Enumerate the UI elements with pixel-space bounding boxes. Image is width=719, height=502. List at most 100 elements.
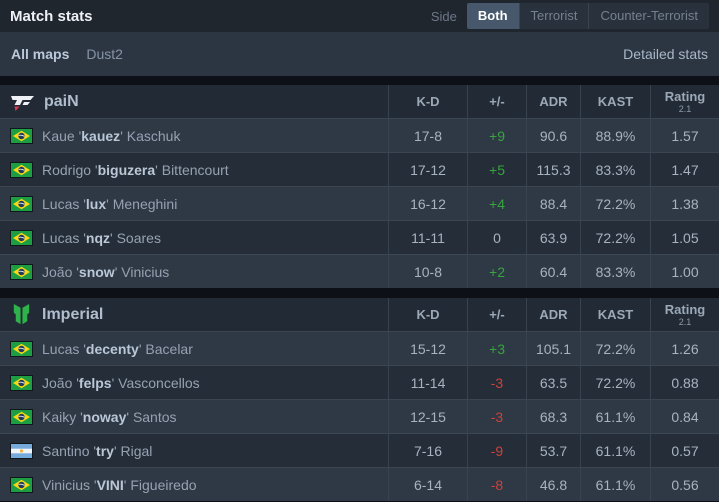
player-nickname: try — [96, 442, 114, 459]
stat-kd: 11-14 — [388, 366, 467, 399]
topbar: Match stats Side Both Terrorist Counter-Te… — [0, 0, 719, 32]
team-name[interactable]: paiN — [44, 92, 79, 110]
stat-plus_minus: +5 — [467, 153, 526, 186]
stat-plus_minus: +3 — [467, 332, 526, 365]
player-row: Kaiky 'noway' Santos 12-15 -3 68.3 61.1% 0.84 — [0, 399, 719, 433]
column-header-rating: Rating 2.1 — [650, 298, 719, 331]
stat-rating: 0.56 — [650, 468, 719, 501]
side-option-counter-terrorist[interactable]: Counter-Terrorist — [588, 3, 709, 29]
player-row: Vinicius 'VINI' Figueiredo 6-14 -8 46.8 61.1… — [0, 467, 719, 501]
flag-brazil-icon — [10, 127, 33, 144]
player-row: Lucas 'nqz' Soares 11-11 0 63.9 72.2% 1.05 — [0, 220, 719, 254]
player-nickname: noway — [82, 408, 127, 425]
player-name[interactable]: Vinicius 'VINI' Figueiredo — [42, 476, 197, 493]
player-name-cell[interactable]: Vinicius 'VINI' Figueiredo — [0, 468, 388, 501]
player-name[interactable]: Lucas 'decenty' Bacelar — [42, 340, 193, 357]
stat-rating: 0.57 — [650, 434, 719, 467]
stat-kast: 88.9% — [580, 119, 650, 152]
stat-rating: 1.38 — [650, 187, 719, 220]
player-name[interactable]: João 'felps' Vasconcellos — [42, 374, 200, 391]
column-header-rating-label: Rating 2.1 — [665, 303, 705, 327]
flag-brazil-icon — [10, 408, 33, 425]
stat-kast: 61.1% — [580, 400, 650, 433]
flag-brazil-icon — [10, 161, 33, 178]
player-name[interactable]: Kaue 'kauez' Kaschuk — [42, 127, 181, 144]
flag-brazil-icon — [10, 195, 33, 212]
stat-adr: 88.4 — [526, 187, 580, 220]
stat-kast: 72.2% — [580, 332, 650, 365]
pain-logo-icon — [10, 90, 35, 114]
stat-kd: 11-11 — [388, 221, 467, 254]
stat-adr: 105.1 — [526, 332, 580, 365]
player-nickname: decenty — [85, 340, 139, 357]
side-option-both[interactable]: Both — [466, 3, 519, 29]
stat-kast: 72.2% — [580, 366, 650, 399]
stat-adr: 63.5 — [526, 366, 580, 399]
player-name-cell[interactable]: Rodrigo 'biguzera' Bittencourt — [0, 153, 388, 186]
stat-plus_minus: -9 — [467, 434, 526, 467]
player-row: João 'snow' Vinicius 10-8 +2 60.4 83.3% 1.00 — [0, 254, 719, 288]
stat-plus_minus: +2 — [467, 255, 526, 288]
column-header-rating-label: Rating 2.1 — [665, 90, 705, 114]
player-name[interactable]: Santino 'try' Rigal — [42, 442, 153, 459]
flag-brazil-icon — [10, 340, 33, 357]
column-header-kd: K-D — [388, 298, 467, 331]
stat-rating: 1.05 — [650, 221, 719, 254]
player-name[interactable]: Lucas 'lux' Meneghini — [42, 195, 178, 212]
stat-rating: 0.84 — [650, 400, 719, 433]
stat-kast: 61.1% — [580, 468, 650, 501]
rating-version-label: 2.1 — [678, 103, 692, 114]
player-row: João 'felps' Vasconcellos 11-14 -3 63.5 72.2… — [0, 365, 719, 399]
player-name-cell[interactable]: João 'felps' Vasconcellos — [0, 366, 388, 399]
stat-rating: 1.00 — [650, 255, 719, 288]
player-name-cell[interactable]: Kaue 'kauez' Kaschuk — [0, 119, 388, 152]
stat-kast: 72.2% — [580, 187, 650, 220]
stat-kd: 10-8 — [388, 255, 467, 288]
stat-rating: 0.88 — [650, 366, 719, 399]
column-header-plus_minus: +/- — [467, 298, 526, 331]
player-name-cell[interactable]: Kaiky 'noway' Santos — [0, 400, 388, 433]
team-header-row: Imperial K-D +/- ADR KAST Rating 2.1 — [0, 298, 719, 331]
player-name[interactable]: Kaiky 'noway' Santos — [42, 408, 177, 425]
player-name-cell[interactable]: Lucas 'lux' Meneghini — [0, 187, 388, 220]
player-nickname: nqz — [85, 229, 111, 246]
map-tab-all-maps[interactable]: All maps — [11, 46, 70, 62]
player-nickname: biguzera — [97, 161, 156, 178]
stat-kd: 7-16 — [388, 434, 467, 467]
stat-plus_minus: -8 — [467, 468, 526, 501]
detailed-stats-link[interactable]: Detailed stats — [623, 46, 708, 62]
player-name[interactable]: Rodrigo 'biguzera' Bittencourt — [42, 161, 229, 178]
player-name-cell[interactable]: Santino 'try' Rigal — [0, 434, 388, 467]
flag-brazil-icon — [10, 476, 33, 493]
stat-adr: 53.7 — [526, 434, 580, 467]
side-switcher: Side Both Terrorist Counter-Terrorist — [431, 3, 709, 29]
team-section-imperial: Imperial K-D +/- ADR KAST Rating 2.1 Lucas 'dec… — [0, 298, 719, 501]
flag-brazil-icon — [10, 263, 33, 280]
player-nickname: snow — [78, 263, 115, 280]
stat-adr: 90.6 — [526, 119, 580, 152]
stat-plus_minus: -3 — [467, 400, 526, 433]
column-header-adr: ADR — [526, 85, 580, 118]
player-name-cell[interactable]: Lucas 'nqz' Soares — [0, 221, 388, 254]
stat-plus_minus: 0 — [467, 221, 526, 254]
player-name[interactable]: João 'snow' Vinicius — [42, 263, 170, 280]
stat-kd: 12-15 — [388, 400, 467, 433]
rating-label: Rating — [664, 88, 706, 104]
stat-kast: 61.1% — [580, 434, 650, 467]
player-nickname: felps — [78, 374, 112, 391]
stat-rating: 1.57 — [650, 119, 719, 152]
stat-plus_minus: +9 — [467, 119, 526, 152]
stat-kast: 83.3% — [580, 153, 650, 186]
map-tab-dust2[interactable]: Dust2 — [86, 46, 123, 62]
stat-adr: 46.8 — [526, 468, 580, 501]
match-stats-tables: paiN K-D +/- ADR KAST Rating 2.1 Kaue 'kauez' K… — [0, 85, 719, 501]
column-header-kast: KAST — [580, 85, 650, 118]
player-name-cell[interactable]: Lucas 'decenty' Bacelar — [0, 332, 388, 365]
flag-brazil-icon — [10, 229, 33, 246]
side-option-terrorist[interactable]: Terrorist — [518, 3, 589, 29]
player-name[interactable]: Lucas 'nqz' Soares — [42, 229, 161, 246]
player-row: Lucas 'lux' Meneghini 16-12 +4 88.4 72.2% 1.3… — [0, 186, 719, 220]
player-name-cell[interactable]: João 'snow' Vinicius — [0, 255, 388, 288]
team-name[interactable]: Imperial — [42, 305, 104, 323]
rating-version-label: 2.1 — [678, 316, 692, 327]
